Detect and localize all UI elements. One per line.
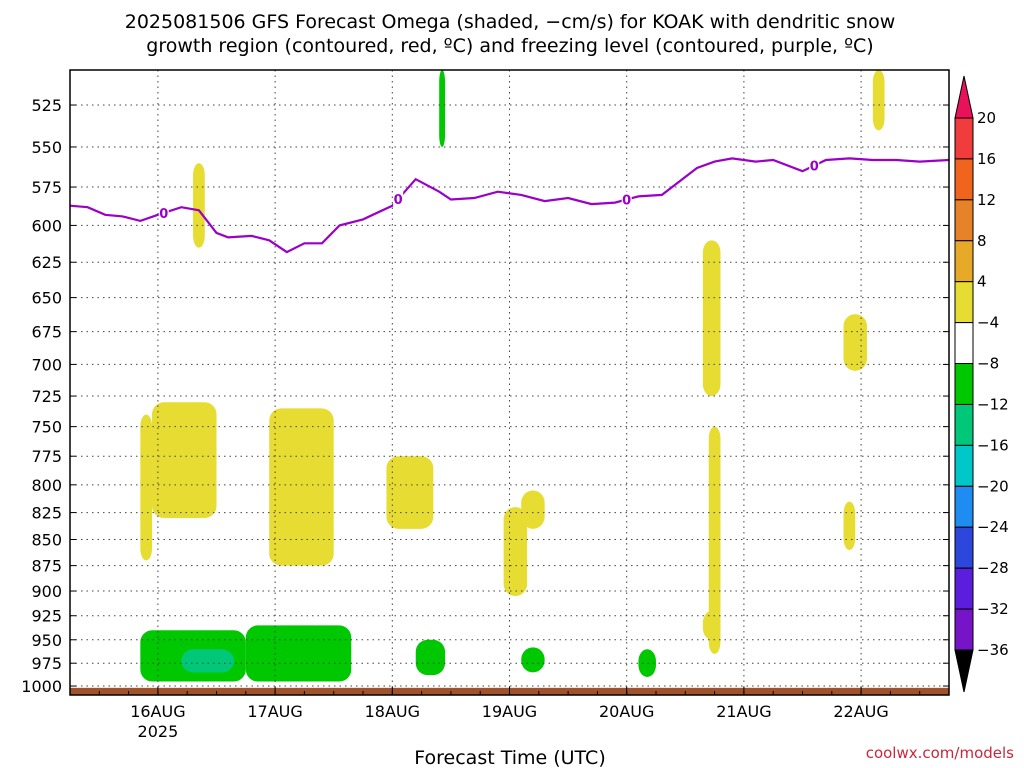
- colorbar-band-12: [954, 608, 974, 651]
- y-tick-label-1000: 1000: [21, 677, 62, 696]
- colorbar-tick-12: −32: [977, 600, 1009, 618]
- freezing-level-label-bg-2: [621, 191, 632, 207]
- chart-title-line2: growth region (contoured, red, ºC) and f…: [146, 35, 873, 57]
- y-tick-label-700: 700: [31, 355, 62, 374]
- omega-shading: [140, 70, 885, 682]
- x-tick-label-1: 17AUG: [247, 702, 302, 721]
- colorbar-tick-11: −28: [977, 559, 1009, 577]
- x-tick-label-2: 18AUG: [365, 702, 420, 721]
- y-tick-label-950: 950: [31, 631, 62, 650]
- omega-region-18: [439, 70, 446, 147]
- omega-region-5: [503, 507, 528, 597]
- freezing-level-label-bg-0: [158, 204, 169, 220]
- colorbar-band-3: [954, 240, 974, 283]
- colorbar-tick-8: −16: [977, 436, 1009, 454]
- colorbar-tick-6: −8: [977, 355, 999, 373]
- omega-region-6: [521, 490, 545, 529]
- colorbar-band-10: [954, 526, 974, 569]
- credit-text: coolwx.com/models: [866, 744, 1014, 762]
- freezing-level-label-bg-1: [393, 191, 404, 207]
- colorbar-band-4: [954, 281, 974, 324]
- y-tick-label-550: 550: [31, 138, 62, 157]
- omega-region-1: [152, 402, 217, 519]
- x-axis-label: Forecast Time (UTC): [414, 747, 605, 768]
- colorbar-band-1: [954, 158, 974, 201]
- omega-region-11: [843, 501, 856, 551]
- omega-region-2: [193, 163, 205, 248]
- colorbar-tick-2: 12: [977, 191, 996, 209]
- omega-region-15: [415, 639, 446, 676]
- freezing-level-label-3: 0: [810, 160, 819, 175]
- y-tick-label-525: 525: [31, 96, 62, 115]
- y-tick-label-775: 775: [31, 447, 62, 466]
- colorbar-band-9: [954, 485, 974, 528]
- omega-region-7: [702, 240, 721, 397]
- colorbar: 20 16 12 8 4 −4 −8 −12 −16 −20 −24 −28 −32 −36: [954, 75, 1009, 693]
- y-tick-label-625: 625: [31, 253, 62, 272]
- colorbar-band-8: [954, 444, 974, 487]
- x-tick-label-4: 20AUG: [599, 702, 654, 721]
- omega-region-9: [702, 610, 721, 640]
- omega-region-12: [872, 70, 885, 131]
- y-tick-label-850: 850: [31, 530, 62, 549]
- x-tick-label-3: 19AUG: [482, 702, 537, 721]
- omega-region-4: [386, 456, 434, 529]
- omega-region-19: [181, 649, 235, 673]
- y-tick-label-600: 600: [31, 216, 62, 235]
- colorbar-arrow-bottom: [954, 649, 974, 693]
- colorbar-tick-1: 16: [977, 150, 996, 168]
- freezing-level-label-bg-3: [809, 157, 820, 173]
- y-tick-label-875: 875: [31, 557, 62, 576]
- x-tick-label-0: 16AUG: [130, 702, 185, 721]
- y-tick-label-825: 825: [31, 504, 62, 523]
- colorbar-tick-10: −24: [977, 518, 1009, 536]
- colorbar-arrow-top: [954, 75, 974, 119]
- freezing-level-label-0: 0: [159, 207, 168, 222]
- y-tick-label-650: 650: [31, 289, 62, 308]
- colorbar-band-6: [954, 363, 974, 405]
- freezing-level-label-1: 0: [394, 193, 403, 208]
- omega-region-0: [140, 414, 153, 561]
- freezing-level-label-2: 0: [622, 194, 631, 209]
- y-tick-label-925: 925: [31, 607, 62, 626]
- colorbar-band-11: [954, 567, 974, 610]
- omega-region-3: [269, 408, 334, 566]
- colorbar-band-7: [954, 403, 974, 446]
- x-year-label: 2025: [138, 722, 179, 741]
- y-tick-label-725: 725: [31, 387, 62, 406]
- x-tick-label-6: 22AUG: [833, 702, 888, 721]
- x-tick-label-5: 21AUG: [716, 702, 771, 721]
- colorbar-tick-3: 8: [977, 232, 987, 250]
- colorbar-band-5: [954, 322, 974, 365]
- chart-title-line1: 2025081506 GFS Forecast Omega (shaded, −…: [125, 11, 896, 33]
- freezing-level-line: [70, 157, 949, 254]
- y-tick-label-675: 675: [31, 323, 62, 342]
- colorbar-tick-9: −20: [977, 477, 1009, 495]
- grid-lines: [70, 70, 949, 695]
- omega-region-17: [638, 649, 656, 677]
- y-tick-label-975: 975: [31, 654, 62, 673]
- omega-region-10: [843, 314, 867, 371]
- colorbar-tick-5: −4: [977, 314, 999, 332]
- y-tick-label-900: 900: [31, 582, 62, 601]
- colorbar-tick-0: 20: [977, 109, 996, 127]
- colorbar-tick-13: −36: [977, 641, 1009, 659]
- colorbar-band-0: [954, 117, 974, 160]
- y-tick-label-575: 575: [31, 178, 62, 197]
- omega-region-14: [245, 625, 352, 682]
- y-tick-label-800: 800: [31, 476, 62, 495]
- colorbar-tick-7: −12: [977, 395, 1009, 413]
- y-tick-label-750: 750: [31, 418, 62, 437]
- colorbar-band-2: [954, 199, 974, 242]
- y-axis-ticks: 525 550 575 600 625 650 675 700 725 750 775 800 825 8…: [21, 96, 949, 696]
- freezing-level-contour: 0 0 0 0: [70, 157, 949, 254]
- omega-region-8: [708, 426, 721, 654]
- colorbar-tick-4: 4: [977, 273, 987, 291]
- x-axis-ticks: 16AUG 17AUG 18AUG 19AUG 20AUG 21AUG 22AUG 2025: [69, 687, 950, 741]
- omega-region-16: [521, 647, 545, 673]
